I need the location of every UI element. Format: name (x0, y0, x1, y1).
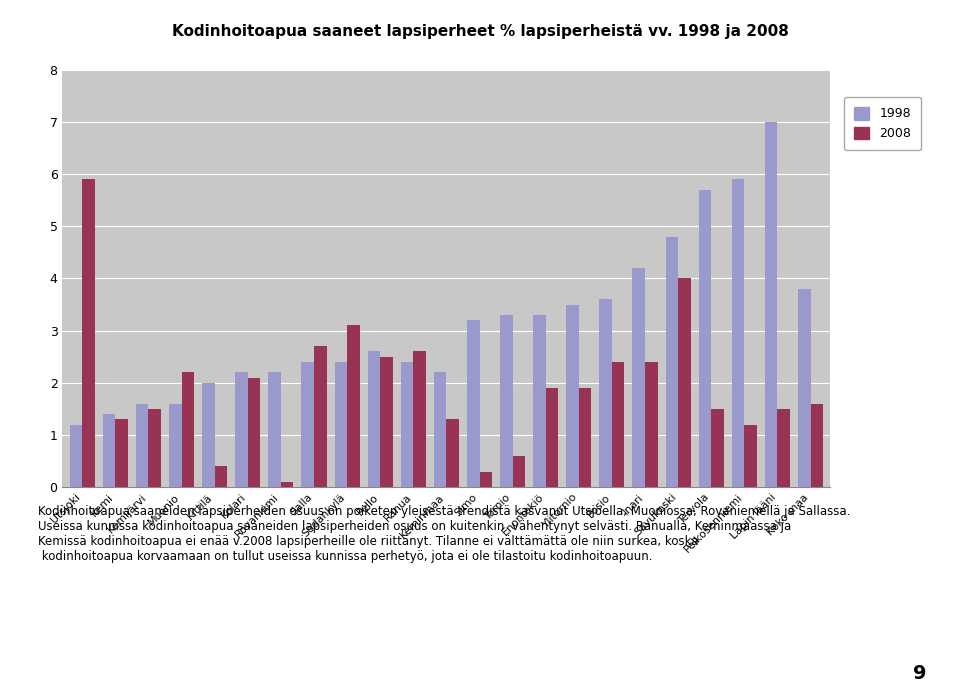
Bar (314, 346, 326, 487)
Bar (513, 456, 525, 487)
Legend: 1998, 2008: 1998, 2008 (845, 97, 922, 150)
Bar (103, 414, 115, 487)
Bar (479, 472, 492, 487)
Bar (699, 189, 711, 487)
Bar (566, 305, 579, 487)
Bar (380, 357, 393, 487)
Bar (533, 315, 545, 487)
Bar (798, 289, 810, 487)
Bar (169, 404, 181, 487)
Bar (281, 482, 294, 487)
Bar (545, 388, 559, 487)
Bar (633, 268, 645, 487)
Bar (348, 326, 360, 487)
Text: 9: 9 (913, 665, 926, 683)
Bar (765, 122, 778, 487)
Bar (215, 466, 228, 487)
Bar (301, 362, 314, 487)
Text: Kodinhoitoapua saaneet lapsiperheet % lapsiperheistä vv. 1998 ja 2008: Kodinhoitoapua saaneet lapsiperheet % la… (172, 24, 788, 39)
Bar (268, 372, 281, 487)
Bar (136, 404, 149, 487)
Bar (778, 409, 790, 487)
Bar (414, 351, 426, 487)
Bar (368, 351, 380, 487)
Bar (665, 237, 678, 487)
Bar (500, 315, 513, 487)
Bar (181, 372, 194, 487)
Bar (235, 372, 248, 487)
Bar (732, 180, 744, 487)
Bar (400, 362, 414, 487)
Bar (70, 425, 83, 487)
Text: Kodinhoitoapua saaneiden lapsiperheiden osuus on poiketen yleisestä trendistä ka: Kodinhoitoapua saaneiden lapsiperheiden … (38, 505, 851, 562)
Bar (678, 278, 690, 487)
Bar (334, 362, 348, 487)
Bar (467, 320, 479, 487)
Bar (645, 362, 658, 487)
Bar (248, 377, 260, 487)
Bar (612, 362, 625, 487)
Bar (83, 180, 95, 487)
Bar (446, 419, 459, 487)
Bar (711, 409, 724, 487)
Bar (149, 409, 161, 487)
Bar (579, 388, 591, 487)
Bar (599, 299, 612, 487)
Bar (810, 404, 823, 487)
Bar (744, 425, 756, 487)
Bar (115, 419, 128, 487)
Bar (434, 372, 446, 487)
Bar (203, 383, 215, 487)
